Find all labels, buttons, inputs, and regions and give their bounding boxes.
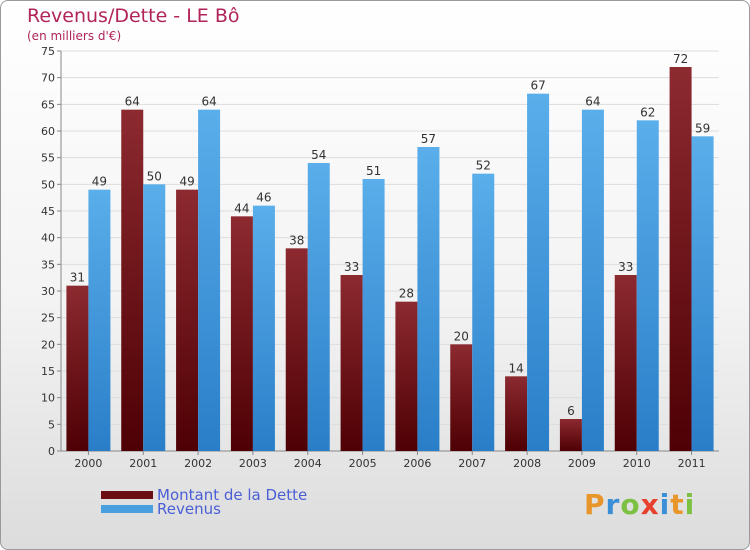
debt-bar	[121, 109, 144, 452]
revenue-value-label: 57	[421, 132, 436, 146]
x-tick-label: 2007	[458, 457, 486, 470]
x-tick-label: 2011	[678, 457, 706, 470]
revenue-bar	[88, 189, 111, 451]
revenue-value-label: 51	[366, 164, 381, 178]
revenue-value-label: 46	[256, 191, 271, 205]
debt-value-label: 44	[234, 201, 249, 215]
revenue-bar	[581, 109, 604, 452]
debt-bar	[559, 419, 582, 451]
y-tick-label: 50	[41, 178, 55, 191]
legend-swatch-debt	[101, 491, 153, 499]
debt-bar	[340, 275, 363, 451]
x-tick-label: 2003	[239, 457, 267, 470]
x-tick-label: 2001	[129, 457, 157, 470]
debt-bar	[176, 189, 199, 451]
revenue-value-label: 49	[92, 175, 107, 189]
debt-bar	[669, 67, 692, 451]
revenue-bar	[527, 93, 550, 452]
y-tick-label: 0	[48, 445, 55, 458]
logo-letter: t	[670, 488, 685, 521]
logo-letter: x	[640, 488, 660, 521]
debt-value-label: 38	[289, 233, 304, 247]
x-tick-label: 2006	[403, 457, 431, 470]
y-tick-label: 60	[41, 125, 55, 138]
debt-value-label: 33	[344, 260, 359, 274]
revenue-bar	[417, 147, 440, 451]
revenue-bar	[198, 109, 221, 452]
legend-label-debt: Montant de la Dette	[157, 486, 308, 504]
logo-letter: i	[684, 488, 696, 521]
debt-value-label: 6	[567, 404, 575, 418]
revenue-value-label: 67	[530, 79, 545, 93]
y-tick-label: 25	[41, 312, 55, 325]
legend-label-revenue: Revenus	[157, 500, 221, 518]
debt-bar	[66, 285, 89, 451]
revenue-bar	[307, 163, 330, 451]
y-tick-label: 20	[41, 338, 55, 351]
logo-letter: i	[659, 488, 671, 521]
x-tick-label: 2010	[623, 457, 651, 470]
legend-item-debt: Montant de la Dette	[101, 486, 308, 504]
x-tick-label: 2009	[568, 457, 596, 470]
logo-letter: o	[620, 488, 641, 521]
debt-value-label: 14	[508, 361, 523, 375]
logo-letter: P	[584, 488, 606, 521]
y-tick-label: 70	[41, 72, 55, 85]
y-tick-label: 45	[41, 205, 55, 218]
chart-subtitle: (en milliers d'€)	[27, 29, 122, 43]
debt-value-label: 31	[70, 271, 85, 285]
x-tick-label: 2005	[349, 457, 377, 470]
debt-value-label: 64	[125, 95, 140, 109]
x-tick-label: 2004	[294, 457, 322, 470]
revenue-bar	[362, 179, 385, 451]
y-tick-label: 35	[41, 258, 55, 271]
y-tick-label: 15	[41, 365, 55, 378]
debt-bar	[450, 344, 473, 451]
debt-bar	[505, 376, 528, 451]
x-tick-label: 2000	[74, 457, 102, 470]
revenue-value-label: 64	[585, 95, 600, 109]
revenue-value-label: 64	[201, 95, 216, 109]
y-tick-label: 30	[41, 285, 55, 298]
revenue-value-label: 50	[147, 169, 162, 183]
debt-bar	[230, 216, 253, 451]
logo-letter: r	[605, 488, 621, 521]
revenue-bar	[691, 136, 714, 452]
revenue-bar	[472, 173, 495, 451]
revenue-bar	[636, 120, 659, 451]
proxiti-logo: Proxiti	[584, 488, 695, 521]
debt-bar	[285, 248, 308, 451]
y-tick-label: 55	[41, 152, 55, 165]
debt-value-label: 28	[399, 287, 414, 301]
x-tick-label: 2008	[513, 457, 541, 470]
y-tick-label: 10	[41, 392, 55, 405]
chart-title: Revenus/Dette - LE Bô	[27, 5, 240, 27]
legend-item-revenue: Revenus	[101, 500, 221, 518]
revenue-bar	[143, 184, 166, 452]
debt-bar	[395, 301, 418, 451]
y-tick-label: 65	[41, 98, 55, 111]
revenue-value-label: 59	[695, 121, 710, 135]
y-tick-label: 40	[41, 232, 55, 245]
revenue-value-label: 62	[640, 105, 655, 119]
debt-bar	[614, 275, 637, 451]
debt-value-label: 33	[618, 260, 633, 274]
debt-value-label: 20	[454, 329, 469, 343]
y-tick-label: 75	[41, 45, 55, 58]
y-tick-label: 5	[48, 418, 55, 431]
revenue-bar	[252, 205, 275, 451]
revenue-value-label: 54	[311, 148, 326, 162]
x-tick-label: 2002	[184, 457, 212, 470]
revenue-value-label: 52	[476, 159, 491, 173]
legend-swatch-revenue	[101, 505, 153, 513]
debt-value-label: 49	[179, 175, 194, 189]
debt-value-label: 72	[673, 52, 688, 66]
